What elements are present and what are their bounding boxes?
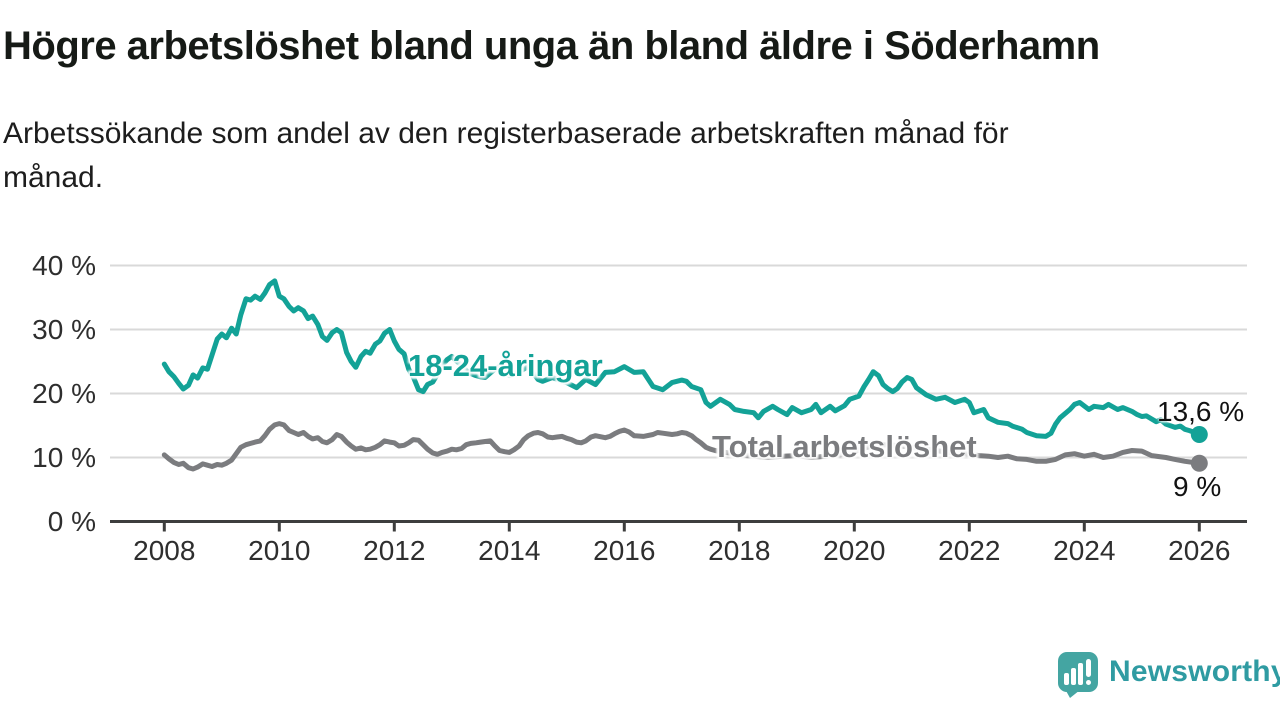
x-tick-label-2016: 2016 (593, 535, 656, 566)
x-tick-label-2026: 2026 (1168, 535, 1231, 566)
series-end-dot-total (1190, 454, 1208, 472)
series-end-dot-young (1190, 425, 1208, 443)
newsworthy-speech-bubble-bar-chart-icon (1058, 652, 1098, 698)
x-tick-label-2008: 2008 (133, 535, 196, 566)
series-label-total: Total arbetslöshet (712, 429, 977, 464)
chart-subtitle: Arbetssökande som andel av den registerb… (3, 117, 1009, 194)
x-tick-label-2012: 2012 (363, 535, 426, 566)
end-value-label-total: 9 % (1173, 471, 1222, 502)
y-tick-label-10: 10 % (32, 441, 96, 473)
page-title: Högre arbetslöshet bland unga än bland ä… (3, 24, 1100, 68)
newsworthy-logo: Newsworthy (1056, 650, 1280, 698)
x-tick-label-2010: 2010 (248, 535, 311, 566)
x-tick-label-2014: 2014 (478, 535, 541, 566)
newsworthy-logo-text: Newsworthy (1109, 655, 1280, 688)
y-tick-label-40: 40 % (32, 249, 96, 281)
series-line-total (161, 421, 1202, 472)
y-tick-label-20: 20 % (32, 377, 96, 409)
x-tick-label-2022: 2022 (938, 535, 1001, 566)
series-line-young (161, 278, 1202, 439)
x-tick-label-2020: 2020 (823, 535, 886, 566)
x-tick-label-2024: 2024 (1053, 535, 1116, 566)
y-tick-label-30: 30 % (32, 313, 96, 345)
end-value-label-young: 13,6 % (1157, 396, 1245, 427)
x-tick-label-2018: 2018 (708, 535, 771, 566)
series-label-young: 18-24-åringar (408, 348, 603, 383)
y-tick-label-0: 0 % (47, 505, 96, 537)
